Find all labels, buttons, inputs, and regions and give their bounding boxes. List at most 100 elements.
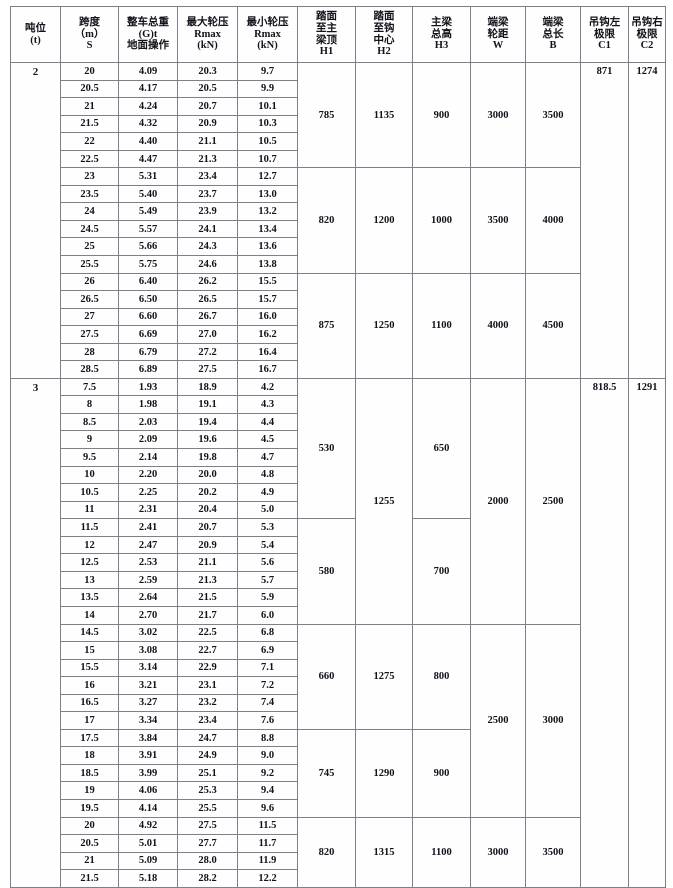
cell-rmin: 4.7 xyxy=(237,448,298,467)
table-row: 8 1.98 19.1 4.3 xyxy=(11,395,666,414)
cell-h1: 580 xyxy=(297,518,356,625)
cell-weight: 2.64 xyxy=(118,588,178,607)
table-row: 23.5 5.40 23.7 13.0 xyxy=(11,184,666,204)
cell-rmax: 19.8 xyxy=(177,448,238,467)
cell-b: 3000 xyxy=(525,623,581,818)
cell-rmax: 21.5 xyxy=(177,588,238,607)
cell-rmin: 6.9 xyxy=(237,641,298,660)
cell-span: 23 xyxy=(60,167,119,186)
cell-span: 16.5 xyxy=(60,693,119,713)
table-body: 2 20 4.09 20.3 9.7 785 1135 900 3000 3500 871 1274 2… xyxy=(10,61,666,888)
cell-h1: 875 xyxy=(297,272,356,379)
cell-span: 16 xyxy=(60,676,119,695)
cell-weight: 2.09 xyxy=(118,430,178,450)
cell-b: 3500 xyxy=(525,61,581,169)
cell-weight: 3.84 xyxy=(118,728,178,748)
cell-rmax: 27.5 xyxy=(177,360,238,379)
cell-weight: 5.66 xyxy=(118,237,178,257)
cell-rmin: 15.5 xyxy=(237,272,298,292)
cell-weight: 1.93 xyxy=(118,377,178,397)
column-header-line: 轮距 xyxy=(487,28,509,40)
cell-c1: 818.5 xyxy=(580,377,629,888)
cell-rmax: 20.7 xyxy=(177,97,238,116)
cell-rmax: 25.1 xyxy=(177,763,238,783)
cell-span: 15 xyxy=(60,641,119,660)
cell-h2: 1200 xyxy=(355,167,413,274)
cell-rmin: 7.4 xyxy=(237,693,298,713)
cell-weight: 4.92 xyxy=(118,816,178,836)
column-header-line: C1 xyxy=(598,40,611,52)
cell-weight: 2.20 xyxy=(118,465,178,485)
cell-weight: 2.25 xyxy=(118,483,178,502)
cell-weight: 2.14 xyxy=(118,448,178,467)
cell-weight: 2.53 xyxy=(118,553,178,572)
table-row: 19.5 4.14 25.5 9.6 xyxy=(11,798,666,818)
cell-rmin: 15.7 xyxy=(237,290,298,309)
cell-rmax: 20.9 xyxy=(177,535,238,555)
column-header-line: 至主 xyxy=(316,22,337,34)
spec-table-sheet: 吨位 (t) 跨度 （m） S 整车总重 (G)t 地面操作 最大轮压 Rmax (kN) 最小轮压 R… xyxy=(10,6,666,888)
table-row: 19 4.06 25.3 9.4 xyxy=(11,781,666,800)
crane-specification-table: 吨位 (t) 跨度 （m） S 整车总重 (G)t 地面操作 最大轮压 Rmax (kN) 最小轮压 R… xyxy=(10,6,666,888)
cell-rmax: 25.3 xyxy=(177,781,238,800)
cell-w: 3500 xyxy=(470,167,526,274)
cell-rmax: 23.1 xyxy=(177,676,238,695)
cell-rmin: 11.7 xyxy=(237,834,298,853)
cell-w: 2000 xyxy=(470,377,526,625)
column-header-line: 总长 xyxy=(542,28,564,40)
column-header-line: (kN) xyxy=(257,40,278,52)
cell-rmin: 16.7 xyxy=(237,360,298,379)
column-header-line: 主梁 xyxy=(431,16,452,28)
column-header-line: 地面操作 xyxy=(127,40,169,52)
cell-rmax: 23.7 xyxy=(177,184,238,204)
cell-rmin: 11.5 xyxy=(237,816,298,836)
cell-span: 19 xyxy=(60,781,119,800)
column-header-h1: 踏面 至主 梁顶 H1 xyxy=(297,6,356,63)
cell-w: 3000 xyxy=(470,61,526,169)
cell-rmax: 28.2 xyxy=(177,869,238,888)
cell-span: 17.5 xyxy=(60,728,119,748)
cell-weight: 4.09 xyxy=(118,62,178,81)
column-header-line: 吊钩右 xyxy=(631,16,663,28)
cell-weight: 3.34 xyxy=(118,711,178,730)
cell-rmax: 26.7 xyxy=(177,307,238,327)
cell-span: 7.5 xyxy=(60,377,119,397)
cell-rmax: 21.3 xyxy=(177,570,238,590)
cell-h3: 900 xyxy=(412,61,471,169)
cell-rmax: 26.5 xyxy=(177,290,238,309)
column-header-line: (kN) xyxy=(197,40,218,52)
cell-c2: 1274 xyxy=(628,62,666,379)
table-row: 9.5 2.14 19.8 4.7 xyxy=(11,448,666,467)
cell-rmax: 23.9 xyxy=(177,202,238,221)
column-header-w: 端梁 轮距 W xyxy=(470,6,526,63)
cell-weight: 3.91 xyxy=(118,746,178,765)
cell-rmin: 12.7 xyxy=(237,167,298,186)
cell-rmin: 4.9 xyxy=(237,483,298,502)
cell-weight: 3.02 xyxy=(118,623,178,643)
cell-rmin: 5.0 xyxy=(237,500,298,520)
column-header-line: 吨位 xyxy=(25,22,46,34)
cell-b: 4000 xyxy=(525,167,581,274)
cell-rmin: 9.2 xyxy=(237,763,298,783)
cell-rmin: 8.8 xyxy=(237,728,298,748)
cell-h3: 900 xyxy=(412,728,471,818)
cell-rmax: 20.3 xyxy=(177,62,238,81)
table-row: 26.5 6.50 26.5 15.7 xyxy=(11,290,666,309)
column-header-line: 踏面 xyxy=(316,11,337,22)
cell-rmin: 13.6 xyxy=(237,237,298,257)
cell-span: 8 xyxy=(60,395,119,414)
column-header-line: 至钩 xyxy=(373,22,395,34)
cell-weight: 2.41 xyxy=(118,518,178,537)
cell-rmin: 5.9 xyxy=(237,588,298,607)
cell-weight: 3.14 xyxy=(118,658,178,678)
cell-weight: 2.31 xyxy=(118,500,178,520)
column-header-line: B xyxy=(549,40,557,52)
cell-rmax: 20.9 xyxy=(177,114,238,134)
cell-rmin: 6.8 xyxy=(237,623,298,643)
cell-rmin: 4.3 xyxy=(237,395,298,414)
cell-span: 27.5 xyxy=(60,325,119,344)
table-row: 18.5 3.99 25.1 9.2 xyxy=(11,763,666,783)
cell-h2: 1250 xyxy=(355,272,413,379)
cell-rmin: 7.6 xyxy=(237,711,298,730)
cell-rmax: 23.4 xyxy=(177,711,238,730)
